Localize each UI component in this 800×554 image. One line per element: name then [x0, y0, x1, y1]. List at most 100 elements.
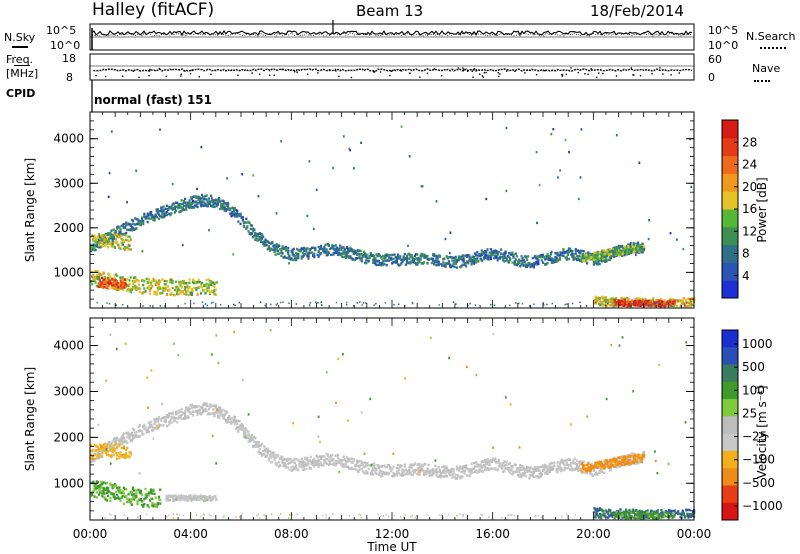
- range-cell: [644, 298, 647, 301]
- range-cell: [598, 251, 602, 254]
- range-cell: [398, 472, 401, 475]
- range-cell: [453, 265, 456, 269]
- range-cell: [578, 250, 581, 254]
- range-cell: [598, 465, 602, 468]
- range-cell: [470, 263, 473, 266]
- range-cell: [95, 274, 98, 277]
- range-cell: [522, 474, 525, 477]
- range-cell: [495, 461, 498, 465]
- range-cell: [569, 468, 572, 471]
- range-cell: [170, 278, 173, 281]
- range-cell: [486, 458, 489, 461]
- range-cell: [594, 516, 597, 519]
- power-panel-background: [90, 112, 694, 308]
- range-cell: [638, 250, 641, 253]
- range-cell: [240, 428, 243, 431]
- range-cell: [650, 298, 653, 302]
- range-cell: [415, 263, 418, 266]
- range-cell: [142, 504, 145, 508]
- range-cell: [189, 291, 192, 295]
- range-cell: [446, 470, 449, 473]
- range-cell: [96, 270, 99, 273]
- range-cell: [206, 200, 209, 203]
- range-cell: [445, 465, 448, 468]
- range-cell: [300, 255, 303, 258]
- range-cell: [122, 243, 125, 246]
- nave-dot: [334, 68, 337, 71]
- range-cell: [153, 279, 156, 282]
- range-cell: [172, 416, 175, 419]
- range-cell: [419, 258, 422, 261]
- range-cell: [575, 465, 578, 468]
- range-cell: [267, 459, 270, 462]
- range-cell: [127, 500, 130, 503]
- range-cell: [304, 457, 307, 461]
- range-cell: [300, 463, 303, 466]
- power-cells: [90, 125, 696, 308]
- range-cell: [451, 264, 454, 268]
- range-cell: [624, 462, 628, 465]
- range-cell: [195, 196, 198, 199]
- range-cell: [373, 463, 376, 467]
- range-cell: [187, 409, 190, 412]
- range-cell: [607, 463, 611, 466]
- range-cell: [122, 492, 125, 495]
- range-cell: [317, 463, 320, 467]
- range-cell: [391, 475, 394, 478]
- range-cell: [255, 233, 258, 236]
- range-cell: [112, 438, 115, 441]
- nave-dot: [389, 74, 391, 77]
- range-cell: [194, 410, 197, 413]
- range-cell: [282, 301, 284, 304]
- date-title: 18/Feb/2014: [590, 2, 684, 20]
- range-cell: [345, 465, 349, 468]
- range-cell: [578, 258, 581, 261]
- range-cell: [601, 249, 604, 252]
- range-cell: [275, 462, 278, 465]
- range-cell: [374, 262, 377, 265]
- range-cell: [278, 244, 281, 247]
- range-cell: [131, 486, 135, 489]
- range-cell: [102, 446, 105, 449]
- range-cell: [606, 299, 610, 302]
- range-cell: [227, 206, 230, 210]
- range-cell: [314, 248, 317, 252]
- range-cell: [161, 210, 164, 213]
- range-cell: [232, 303, 235, 306]
- range-cell: [624, 456, 628, 459]
- range-cell: [595, 471, 598, 474]
- range-cell: [352, 249, 355, 253]
- range-cell: [544, 463, 547, 467]
- range-cell: [359, 464, 362, 467]
- range-cell: [615, 134, 618, 137]
- range-cell: [578, 461, 581, 464]
- range-cell: [190, 495, 193, 498]
- range-cell: [94, 281, 97, 284]
- range-cell: [295, 259, 298, 262]
- range-cell: [97, 488, 101, 491]
- range-cell: [401, 474, 404, 477]
- range-cell: [157, 217, 161, 220]
- range-cell: [537, 476, 540, 479]
- range-cell: [437, 466, 440, 469]
- range-cell: [152, 277, 155, 281]
- range-cell: [552, 467, 555, 471]
- range-cell: [407, 244, 409, 247]
- range-cell: [492, 467, 495, 470]
- range-cell: [586, 464, 589, 467]
- range-cell: [540, 465, 543, 468]
- nave-dot: [651, 73, 653, 75]
- range-cell: [536, 257, 539, 261]
- range-cell: [169, 281, 172, 284]
- range-cell: [138, 435, 141, 438]
- range-cell: [179, 203, 182, 206]
- range-cell: [156, 208, 159, 211]
- range-cell: [430, 261, 434, 265]
- range-cell: [528, 477, 531, 480]
- range-cell: [553, 464, 556, 467]
- range-cell: [688, 298, 691, 301]
- range-cell: [517, 474, 520, 477]
- range-cell: [618, 301, 621, 305]
- range-cell: [394, 259, 397, 263]
- range-cell: [257, 441, 260, 444]
